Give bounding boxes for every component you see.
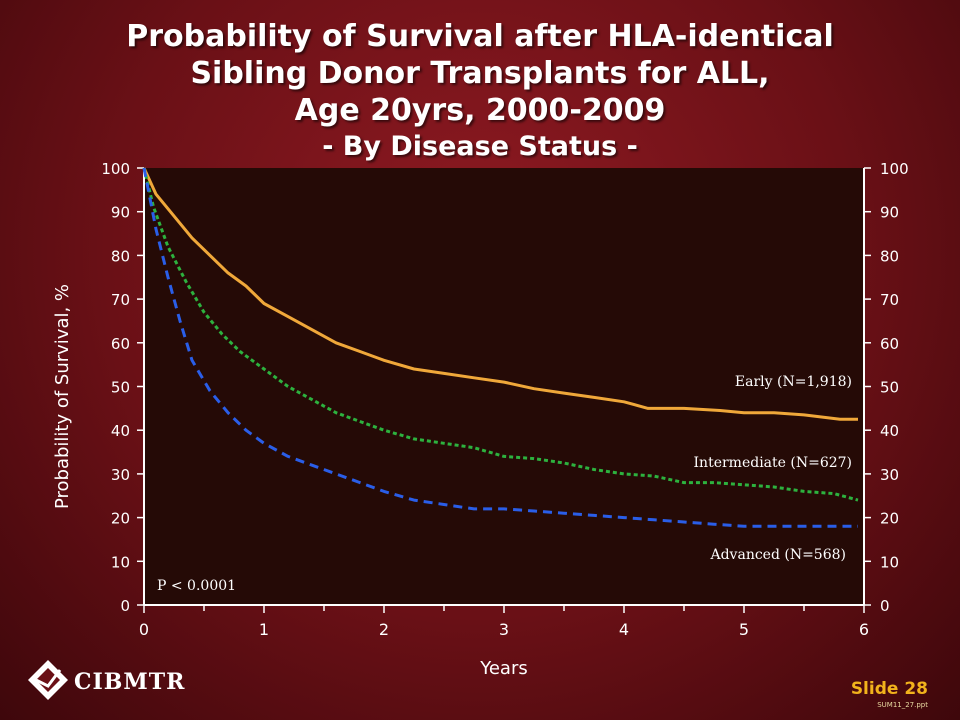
y-tick-label-left-80: 80 [111, 247, 130, 265]
title-line-1: Probability of Survival after HLA-identi… [126, 19, 834, 54]
slide-number: Slide 28 [850, 679, 928, 699]
x-tick-label-3: 3 [499, 620, 509, 639]
y-axis-label: Probability of Survival, % [52, 284, 73, 509]
title-line-3: Age 20yrs, 2000-2009 [294, 93, 666, 128]
x-tick-label-1: 1 [259, 620, 269, 639]
y-tick-label-left-0: 0 [120, 597, 130, 615]
y-tick-label-right-100: 100 [880, 160, 909, 178]
cibmtr-logo-icon [28, 660, 68, 700]
y-tick-label-right-20: 20 [880, 510, 899, 528]
y-tick-label-left-90: 90 [111, 204, 130, 222]
plot-area [144, 168, 864, 605]
y-tick-label-left-40: 40 [111, 422, 130, 440]
y-tick-label-left-20: 20 [111, 510, 130, 528]
chart-title: Probability of Survival after HLA-identi… [0, 18, 960, 129]
x-tick-label-2: 2 [379, 620, 389, 639]
y-tick-label-right-80: 80 [880, 247, 899, 265]
y-tick-label-right-70: 70 [880, 291, 899, 309]
x-tick-label-6: 6 [859, 620, 869, 639]
p-value-annotation: P < 0.0001 [157, 578, 236, 594]
x-tick-label-4: 4 [619, 620, 629, 639]
x-tick-label-0: 0 [139, 620, 149, 639]
cibmtr-logo: CIBMTR [26, 656, 196, 706]
y-tick-label-right-10: 10 [880, 553, 899, 571]
series-label-1: Intermediate (N=627) [694, 455, 852, 471]
series-line-dotted [142, 167, 859, 502]
y-tick-label-right-30: 30 [880, 466, 899, 484]
y-tick-label-right-50: 50 [880, 379, 899, 397]
y-tick-label-right-40: 40 [880, 422, 899, 440]
y-tick-label-left-100: 100 [101, 160, 130, 178]
title-line-2: Sibling Donor Transplants for ALL, [190, 56, 770, 91]
y-tick-label-left-60: 60 [111, 335, 130, 353]
y-tick-label-left-50: 50 [111, 379, 130, 397]
chart-subtitle: - By Disease Status - [322, 131, 638, 162]
x-tick-label-5: 5 [739, 620, 749, 639]
y-tick-label-left-10: 10 [111, 553, 130, 571]
logo-text: CIBMTR [74, 669, 186, 695]
series-line-solid [142, 167, 858, 421]
series-label-2: Advanced (N=568) [709, 547, 846, 563]
y-tick-label-right-60: 60 [880, 335, 899, 353]
slide-code: SUM11_27.ppt [877, 701, 928, 709]
y-tick-label-right-0: 0 [880, 597, 890, 615]
y-tick-label-right-90: 90 [880, 204, 899, 222]
y-tick-label-left-30: 30 [111, 466, 130, 484]
series-line-dashed [142, 167, 858, 528]
x-axis-label: Years [479, 658, 528, 679]
y-tick-label-left-70: 70 [111, 291, 130, 309]
series-label-0: Early (N=1,918) [735, 374, 852, 390]
